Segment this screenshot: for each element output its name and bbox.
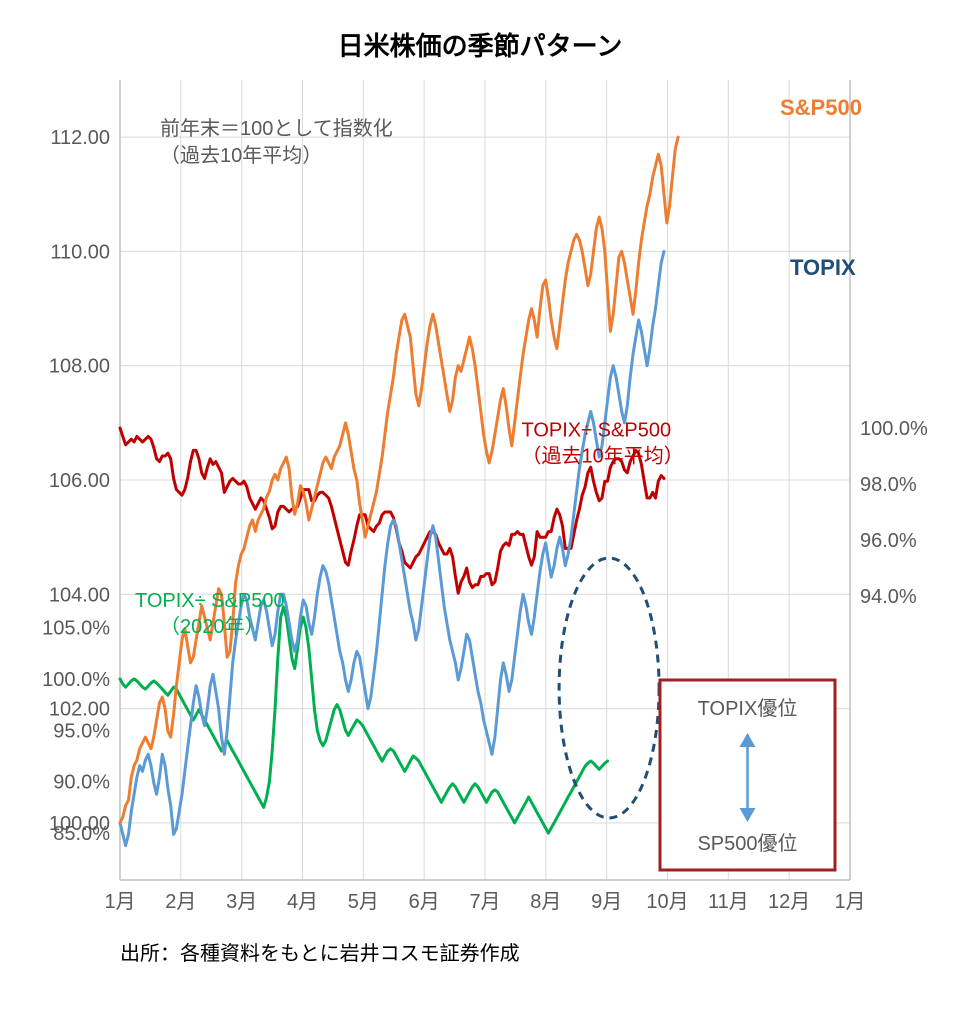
y-left3-tick: 85.0% bbox=[53, 823, 110, 845]
chart-svg: 100.00102.00104.00106.00108.00110.00112.… bbox=[0, 0, 960, 1013]
label-ratio2020-2: （2020年） bbox=[160, 615, 265, 638]
x-tick: 12月 bbox=[768, 891, 810, 913]
x-tick: 3月 bbox=[226, 891, 257, 913]
source-note: 出所：各種資料をもとに岩井コスモ証券作成 bbox=[120, 942, 520, 965]
y-left-tick: 102.00 bbox=[49, 699, 110, 721]
chart-title: 日米株価の季節パターン bbox=[338, 31, 623, 61]
x-tick: 9月 bbox=[591, 891, 622, 913]
label-sp500: S&P500 bbox=[780, 95, 862, 120]
y-left-tick: 108.00 bbox=[49, 356, 110, 378]
label-ratio10y-1: TOPIX÷ S&P500 bbox=[522, 419, 672, 441]
y-left-tick: 112.00 bbox=[50, 127, 110, 149]
x-tick: 8月 bbox=[530, 891, 561, 913]
x-tick: 6月 bbox=[409, 891, 440, 913]
label-topix: TOPIX bbox=[790, 255, 856, 280]
y-right-tick: 100.0% bbox=[860, 418, 928, 440]
y-right-tick: 98.0% bbox=[860, 474, 917, 496]
y-left-tick: 106.00 bbox=[49, 470, 110, 492]
label-ratio10y-2: （過去10年平均） bbox=[522, 444, 684, 467]
x-tick: 10月 bbox=[646, 891, 688, 913]
y-left-tick: 104.00 bbox=[49, 584, 110, 606]
y-left-tick: 110.00 bbox=[50, 241, 110, 263]
y-right-tick: 94.0% bbox=[860, 586, 917, 608]
x-tick: 5月 bbox=[348, 891, 379, 913]
x-tick: 1月 bbox=[104, 891, 135, 913]
y-left3-tick: 105.0% bbox=[42, 617, 110, 639]
highlight-ellipse bbox=[559, 558, 659, 818]
legend-bottom: SP500優位 bbox=[697, 832, 797, 855]
x-tick: 4月 bbox=[287, 891, 318, 913]
y-right-tick: 96.0% bbox=[860, 530, 917, 552]
y-left3-tick: 90.0% bbox=[53, 772, 110, 794]
legend-top: TOPIX優位 bbox=[698, 697, 798, 720]
chart-container: 100.00102.00104.00106.00108.00110.00112.… bbox=[0, 0, 960, 1013]
y-left3-tick: 95.0% bbox=[53, 720, 110, 742]
x-tick: 1月 bbox=[834, 891, 865, 913]
series-topix bbox=[120, 251, 664, 845]
label-ratio2020-1: TOPIX÷ S&P500 bbox=[135, 590, 285, 612]
x-tick: 2月 bbox=[165, 891, 196, 913]
x-tick: 11月 bbox=[708, 891, 749, 913]
x-tick: 7月 bbox=[469, 891, 500, 913]
chart-subtitle-2: （過去10年平均） bbox=[160, 144, 322, 167]
chart-subtitle-1: 前年末＝100として指数化 bbox=[160, 117, 393, 140]
y-left3-tick: 100.0% bbox=[42, 669, 110, 691]
